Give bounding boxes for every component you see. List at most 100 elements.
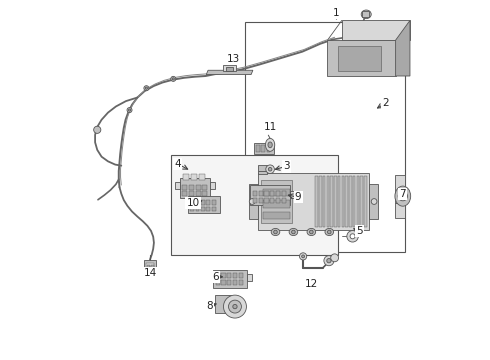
Bar (259, 198, 263, 203)
Ellipse shape (228, 300, 242, 313)
Bar (190, 201, 194, 205)
Bar (276, 198, 280, 203)
Bar (282, 191, 286, 196)
Bar (338, 176, 341, 226)
Bar (364, 176, 367, 226)
Text: 2: 2 (383, 98, 389, 108)
Text: 9: 9 (295, 192, 301, 202)
Ellipse shape (274, 230, 277, 234)
Bar (172, 155, 338, 255)
Bar (261, 180, 292, 223)
Bar (201, 201, 205, 205)
Bar (330, 176, 333, 226)
Bar (146, 263, 154, 272)
Bar (267, 145, 270, 152)
Polygon shape (210, 182, 215, 189)
Bar (253, 198, 257, 203)
Bar (182, 185, 187, 190)
Ellipse shape (146, 87, 147, 89)
Polygon shape (206, 70, 253, 75)
Bar (191, 174, 197, 180)
Bar (147, 269, 149, 271)
Bar (263, 212, 290, 220)
Bar (362, 11, 369, 17)
Polygon shape (175, 182, 180, 189)
Ellipse shape (307, 228, 316, 235)
Bar (357, 176, 359, 226)
Polygon shape (342, 21, 410, 40)
Ellipse shape (327, 258, 331, 263)
Bar (202, 192, 207, 196)
Ellipse shape (233, 305, 237, 309)
Ellipse shape (347, 230, 358, 242)
Bar (199, 174, 205, 180)
Bar (221, 273, 225, 278)
Bar (342, 176, 344, 226)
Bar (263, 189, 290, 197)
Ellipse shape (292, 230, 295, 234)
Bar (151, 269, 154, 271)
Ellipse shape (325, 228, 334, 235)
Polygon shape (368, 184, 378, 219)
Ellipse shape (266, 165, 274, 174)
Text: 12: 12 (305, 279, 318, 289)
Bar (233, 280, 237, 285)
Polygon shape (327, 40, 395, 76)
Ellipse shape (361, 10, 371, 19)
Ellipse shape (310, 230, 313, 234)
Bar (256, 145, 260, 152)
Ellipse shape (401, 194, 405, 198)
Bar (202, 185, 207, 190)
Bar (282, 198, 286, 203)
Bar (215, 295, 231, 313)
Bar (270, 191, 274, 196)
Text: 3: 3 (283, 161, 290, 171)
Polygon shape (258, 171, 267, 174)
Polygon shape (258, 173, 368, 230)
Bar (144, 260, 156, 274)
Ellipse shape (289, 228, 298, 235)
Bar (212, 207, 216, 211)
Text: 8: 8 (206, 301, 213, 311)
Bar (349, 176, 352, 226)
Bar (206, 201, 210, 205)
Bar (334, 176, 337, 226)
Ellipse shape (331, 254, 339, 262)
Bar (319, 176, 321, 226)
Bar (233, 273, 237, 278)
Text: 13: 13 (227, 54, 240, 64)
Ellipse shape (172, 78, 174, 80)
Polygon shape (394, 203, 405, 218)
Bar (189, 185, 194, 190)
Bar (227, 280, 231, 285)
Text: 14: 14 (144, 268, 157, 278)
Bar (182, 192, 187, 196)
Text: 7: 7 (399, 189, 406, 199)
Bar (360, 176, 363, 226)
Bar (265, 198, 269, 203)
Bar (183, 174, 189, 180)
Bar (254, 143, 274, 154)
Bar (353, 176, 355, 226)
Ellipse shape (144, 86, 149, 91)
Bar (206, 207, 210, 211)
Bar (239, 280, 243, 285)
Ellipse shape (223, 295, 246, 318)
Polygon shape (258, 165, 271, 171)
Text: 10: 10 (186, 198, 199, 208)
Text: 6: 6 (212, 272, 219, 282)
Text: 1: 1 (333, 8, 340, 18)
Ellipse shape (350, 234, 355, 239)
Bar (227, 273, 231, 278)
Polygon shape (395, 21, 410, 76)
Ellipse shape (127, 108, 132, 113)
Bar (265, 191, 269, 196)
Bar (221, 280, 225, 285)
Ellipse shape (371, 199, 377, 204)
Ellipse shape (327, 230, 331, 234)
Bar (323, 176, 325, 226)
Bar (212, 201, 216, 205)
Polygon shape (394, 175, 408, 203)
Bar (245, 22, 405, 252)
Text: 11: 11 (264, 122, 277, 132)
